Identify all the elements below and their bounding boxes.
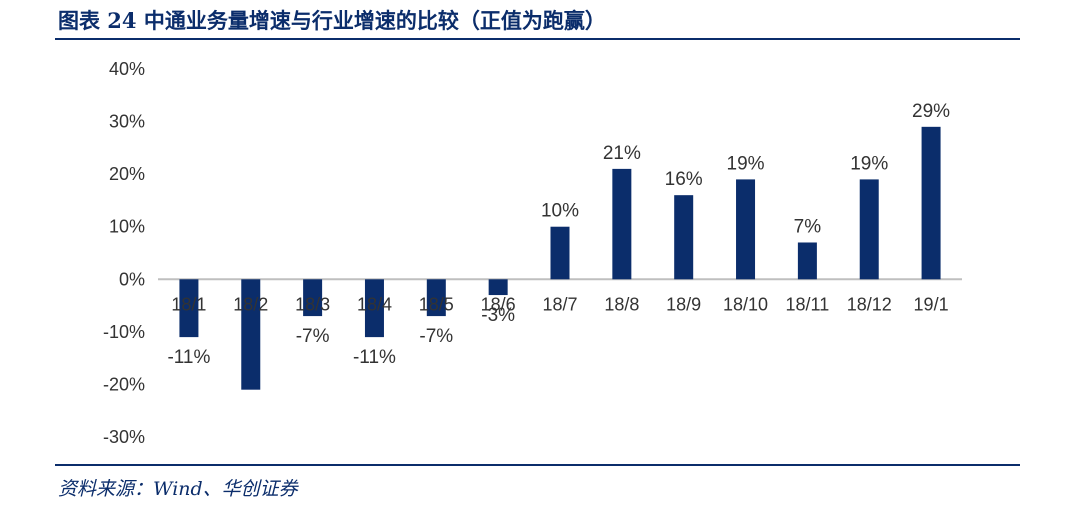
data-label: -11% xyxy=(353,347,396,368)
bar-18-11 xyxy=(797,242,817,280)
data-label: 10% xyxy=(541,201,579,222)
y-tick-label: -10% xyxy=(103,322,145,342)
bar-18-8 xyxy=(612,168,632,280)
data-label: 29% xyxy=(912,101,950,122)
x-tick-label: 18/2 xyxy=(233,294,268,314)
x-tick-label: 18/8 xyxy=(604,294,639,314)
x-tick-label: 18/4 xyxy=(357,294,392,314)
data-label: 21% xyxy=(603,143,641,164)
bar-18-5 xyxy=(426,279,446,317)
bar-18-12 xyxy=(859,179,879,280)
bar-18-6 xyxy=(488,279,508,296)
bar-series xyxy=(179,126,941,390)
source-note: 资料来源：Wind、华创证券 xyxy=(58,478,298,500)
bar-18-9 xyxy=(674,195,694,280)
x-tick-label: 18/11 xyxy=(786,294,830,314)
bar-19-1 xyxy=(921,126,941,280)
y-tick-label: -20% xyxy=(103,374,145,394)
bar-18-2 xyxy=(241,279,261,390)
x-tick-label: 18/10 xyxy=(723,294,768,314)
y-axis-tick-labels: 40% 30% 20% 10% 0% -10% -20% -30% xyxy=(103,59,145,447)
x-tick-label: 18/3 xyxy=(295,294,330,314)
x-tick-label: 18/5 xyxy=(419,294,454,314)
x-tick-label: 18/9 xyxy=(666,294,701,314)
data-label: -7% xyxy=(419,326,453,347)
bar-data-labels: -11% -7% -11% -7% -3% 10% 21% 16% 19% 7% 19% 29% xyxy=(167,101,950,368)
data-label: -11% xyxy=(167,347,210,368)
data-label: 19% xyxy=(727,153,765,174)
bar-18-3 xyxy=(303,279,323,317)
bar-18-4 xyxy=(364,279,384,338)
figure-title: 图表 24 中通业务量增速与行业增速的比较（正值为跑赢） xyxy=(58,8,606,33)
y-tick-label: 0% xyxy=(119,269,145,289)
x-tick-label: 18/7 xyxy=(542,294,577,314)
y-tick-label: 10% xyxy=(109,217,145,237)
data-label: 16% xyxy=(665,169,703,190)
bar-18-1 xyxy=(179,279,199,338)
y-tick-label: 40% xyxy=(109,59,145,79)
data-label: 19% xyxy=(850,153,888,174)
bar-chart: 40%30%20%10%0%-10%-20%-30% 18/1 18/2 18/3 1… xyxy=(103,59,962,447)
y-tick-label: 30% xyxy=(109,112,145,132)
data-label: 7% xyxy=(794,216,822,237)
y-tick-label: 20% xyxy=(109,164,145,184)
y-tick-label: -30% xyxy=(103,427,145,447)
x-tick-label: 18/1 xyxy=(171,294,206,314)
x-tick-label: 18/6 xyxy=(481,294,516,314)
title-divider xyxy=(55,38,1020,40)
bar-18-7 xyxy=(550,226,570,280)
data-label: -7% xyxy=(296,326,330,347)
data-label: -3% xyxy=(481,305,515,326)
bar-18-10 xyxy=(736,179,756,280)
x-axis-tick-labels: 18/1 18/2 18/3 18/4 18/5 18/6 18/7 18/8 18/9 18/1… xyxy=(171,294,948,314)
source-divider xyxy=(55,464,1020,466)
x-tick-label: 19/1 xyxy=(914,294,949,314)
x-tick-label: 18/12 xyxy=(847,294,892,314)
